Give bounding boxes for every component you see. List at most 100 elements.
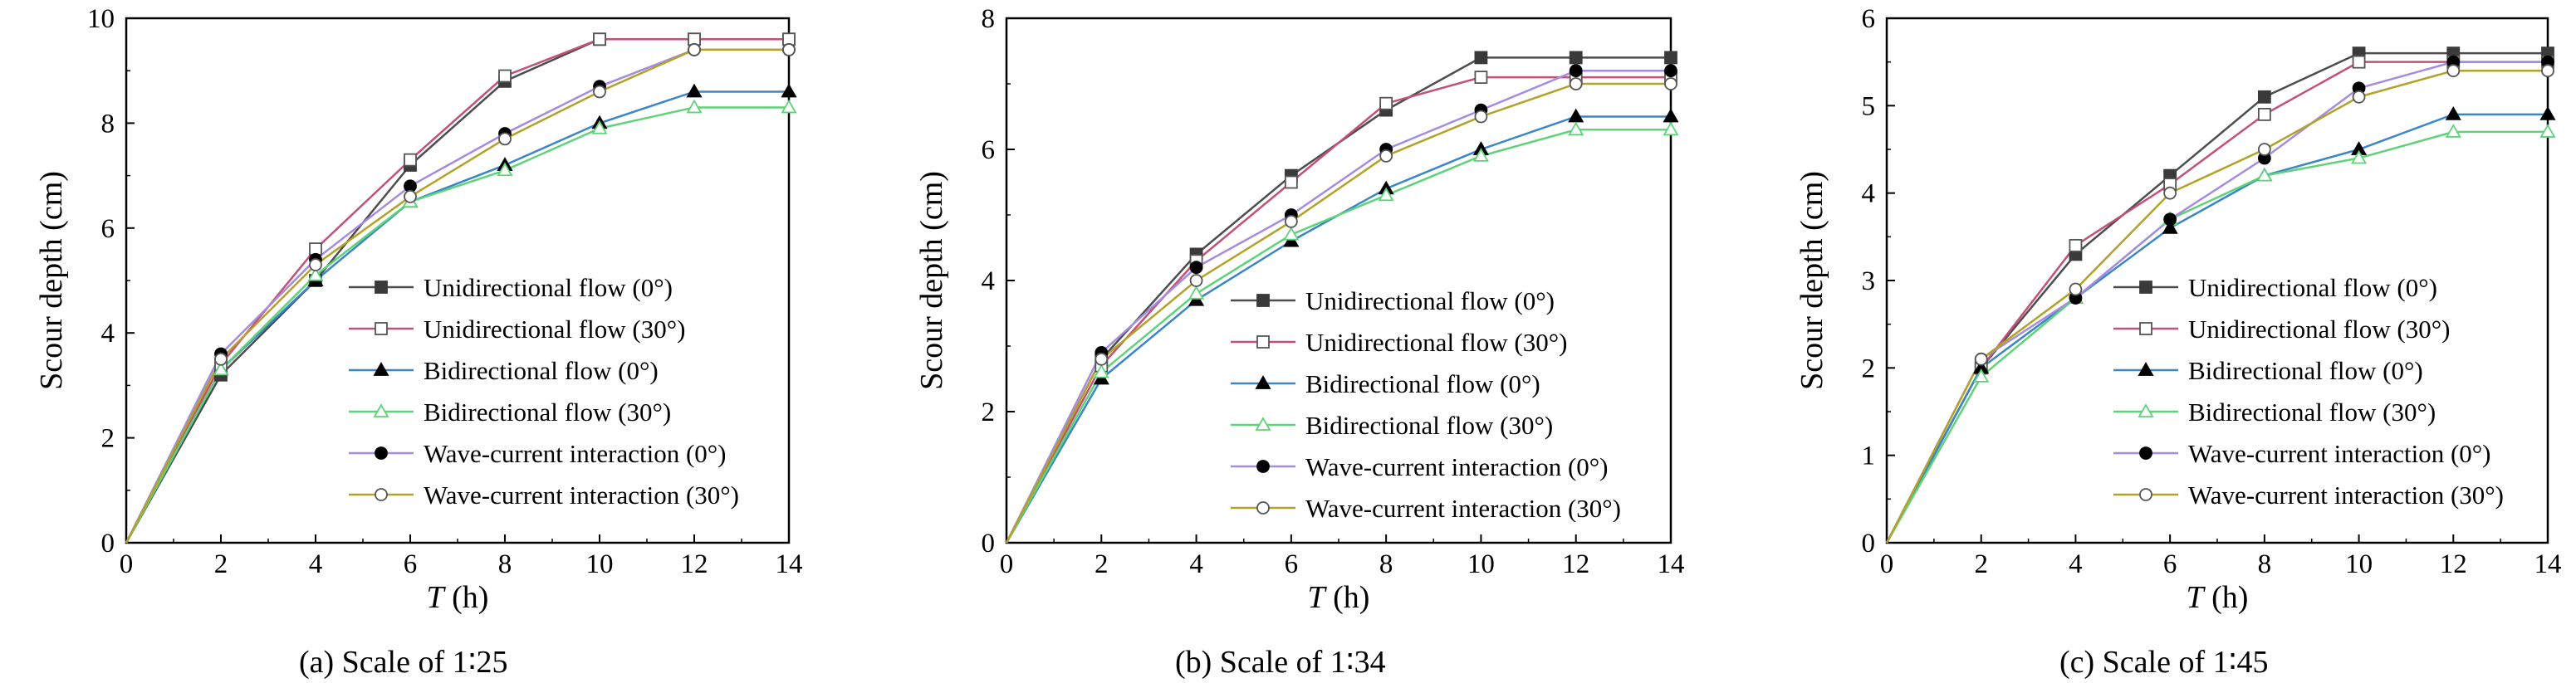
legend-label: Bidirectional flow (0°) [424,356,659,385]
x-tick-label: 2 [1974,549,1988,579]
y-tick-label: 6 [101,214,115,244]
x-tick-label: 8 [1379,549,1393,579]
data-point [404,153,417,167]
legend-marker [2139,446,2152,460]
legend-label: Unidirectional flow (0°) [2188,273,2437,302]
x-tick-label: 0 [1880,549,1894,579]
x-tick-label: 4 [2069,549,2083,579]
x-axis-variable: T [2187,580,2206,615]
x-tick-label: 12 [1562,549,1589,579]
legend-marker [1255,417,1271,431]
data-point [214,352,228,366]
x-tick-label: 8 [498,549,512,579]
legend-marker [1256,294,1270,307]
data-point [1189,261,1203,275]
legend: Unidirectional flow (0°) Unidirectional f… [2113,273,2504,510]
legend-label: Bidirectional flow (30°) [424,398,671,427]
data-point [2257,143,2271,156]
x-tick-label: 6 [2163,549,2177,579]
legend-label: Wave-current interaction (0°) [2188,439,2491,468]
x-tick-label: 4 [309,549,323,579]
legend-label: Wave-current interaction (30°) [424,481,739,510]
data-point [1569,77,1583,90]
y-tick-label: 3 [1862,266,1876,296]
panel-caption: (a) Scale of 1∶25 [299,645,508,680]
legend-marker [2139,281,2152,294]
data-point [1474,51,1488,65]
data-point [1188,285,1205,300]
legend-marker [2139,322,2152,335]
legend-label: Unidirectional flow (30°) [1305,328,1567,357]
y-tick-label: 8 [101,109,115,139]
data-point [1663,121,1679,136]
y-tick-label: 0 [101,529,115,559]
data-point [2163,186,2177,200]
data-point [1568,121,1584,136]
series-line-5 [1885,61,2548,544]
data-point [2352,55,2366,69]
y-tick-label: 4 [1862,179,1876,209]
x-tick-label: 14 [2534,549,2562,579]
data-point [2257,90,2271,104]
data-point [2162,219,2178,234]
data-point [1379,149,1393,163]
legend-label: Wave-current interaction (0°) [424,439,727,468]
data-point [498,132,512,146]
data-point [497,162,513,177]
data-point [782,43,796,56]
x-tick-label: 10 [586,549,614,579]
x-tick-label: 12 [681,549,708,579]
x-tick-label: 2 [214,549,228,579]
legend-marker [373,362,389,376]
legend-label: Unidirectional flow (0°) [424,273,673,302]
legend-label: Unidirectional flow (0°) [1305,286,1555,315]
x-tick-label: 4 [1189,549,1203,579]
x-axis-variable: T [427,580,447,615]
legend-marker [2139,488,2152,501]
panel-caption: (b) Scale of 1∶34 [1175,645,1386,680]
y-tick-label: 0 [1862,529,1876,559]
x-tick-label: 6 [404,549,418,579]
x-tick-label: 12 [2440,549,2467,579]
series-line-2 [125,38,789,544]
x-axis-label: T (h) [427,580,489,615]
data-point [2352,90,2366,104]
legend-label: Wave-current interaction (30°) [1305,494,1621,523]
data-point [2256,167,2273,182]
data-point [593,32,606,46]
chart-panel-2: 0 2 4 6 8 10 12 14 0 2 4 6 8 Scour depth (cm) T (h) (b)… [914,4,1685,680]
data-point [309,258,322,271]
data-point [1284,175,1298,189]
x-axis-label: T (h) [2187,580,2249,615]
data-point [781,83,797,98]
data-point [1378,187,1394,202]
x-tick-label: 10 [1467,549,1495,579]
data-point [1664,51,1677,65]
data-point [2069,238,2083,252]
data-point [2539,106,2556,120]
data-point [1569,64,1583,78]
x-axis-unit: (h) [1325,580,1370,615]
data-point [2445,124,2461,138]
series-line-6 [1885,69,2548,544]
legend-marker [375,488,388,501]
x-tick-label: 14 [1658,549,1685,579]
y-tick-label: 4 [982,266,996,296]
panel-caption: (c) Scale of 1∶45 [2059,645,2269,680]
data-point [1569,51,1583,65]
legend-marker [2138,403,2154,417]
x-tick-label: 8 [2258,549,2272,579]
legend-marker [375,281,388,294]
x-axis-unit: (h) [2204,580,2249,615]
series-line-4 [1885,130,2548,544]
x-axis-label: T (h) [1308,580,1370,615]
data-point [1474,71,1488,84]
legend-label: Unidirectional flow (30°) [2188,315,2450,344]
series-line-3 [1885,113,2548,544]
data-point [1664,77,1677,90]
legend-label: Bidirectional flow (0°) [1305,369,1540,398]
legend-marker [1256,501,1270,515]
data-point [213,361,229,376]
